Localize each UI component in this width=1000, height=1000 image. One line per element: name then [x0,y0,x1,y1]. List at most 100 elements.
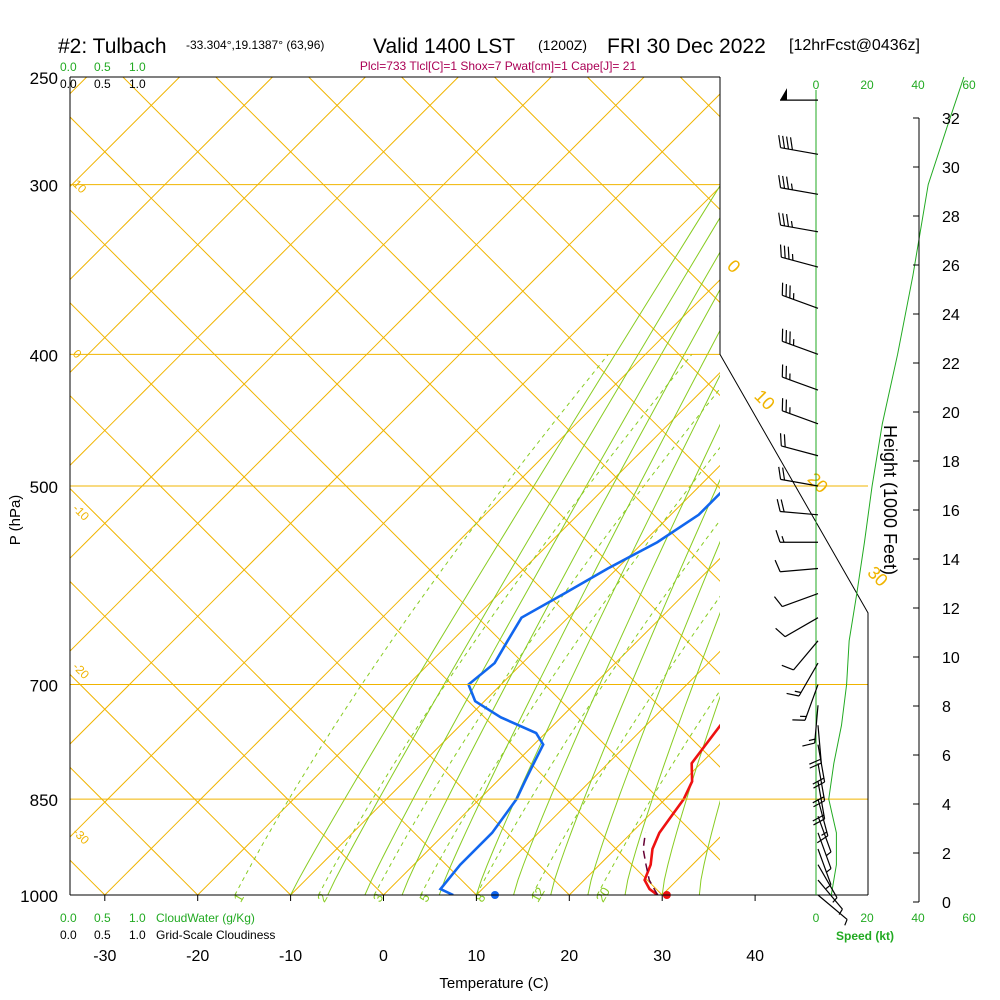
temperature-tick-label: -10 [279,948,302,965]
isotherm-line [70,487,477,895]
wind-barb [780,88,818,101]
wind-barb [781,328,819,355]
mixing-ratio-line [234,354,609,895]
cloud-water-scale-0: 0.0 [60,60,77,74]
isotherm-line [308,77,720,490]
wind-barb-flag [802,742,815,747]
wind-barb-staff [780,510,819,516]
wind-barb-staff [780,147,819,155]
wind-barb-half-flag [800,715,807,718]
wind-barb-half-flag [844,919,848,926]
temperature-tick-label: 40 [746,948,764,965]
mixing-ratio-line [475,519,720,895]
cloudiness-scale-0: 0.0 [60,77,77,91]
wind-barb-flag [779,244,782,258]
wind-barb-staff [793,640,819,671]
wind-barb-staff [782,593,819,608]
dry-adiabat-line [70,93,720,745]
wind-barb [792,684,819,721]
wind-barb-flag [786,176,790,190]
moist-adiabat-line [364,251,720,895]
mixing-ratio-label: 2 [314,891,331,905]
moist-adiabat-line [438,329,720,895]
pressure-tick-label: 850 [30,791,58,810]
cloud-water-scale-05-bottom: 0.5 [94,911,111,925]
isotherm-line [70,394,570,895]
pressure-tick-label: 300 [30,177,58,196]
cloud-scale-bottom: 0.0 0.5 1.0 CloudWater (g/Kg) 0.0 0.5 1.… [60,911,275,942]
valid-time: Valid 1400 LST [373,35,515,58]
moist-adiabat-line [624,611,720,895]
wind-barb-flag [789,285,791,299]
wind-barb-flag [785,330,787,343]
wind-barb-staff [817,763,826,801]
wind-speed-profile-line [828,76,965,896]
cloudiness-label: Grid-Scale Cloudiness [156,928,275,942]
dry-adiabat-line [70,77,645,652]
mixing-ratio-label: 5 [416,891,433,905]
height-tick-label: 22 [942,356,960,373]
wind-barb-staff [781,445,819,457]
wind-barb-flag [781,282,784,296]
dry-adiabat-line [197,371,720,895]
height-tick-label: 18 [942,454,960,471]
dry-adiabat-label: -10 [70,501,92,523]
wind-barb-flag [809,758,822,765]
height-tick-label: 10 [942,650,960,667]
isotherm-line [401,77,720,397]
pressure-tick-label: 500 [30,478,58,497]
y-axis-title: P (hPa) [7,495,24,546]
moist-adiabat-line [661,695,720,895]
height-tick-label: 4 [942,797,951,814]
isotherm-line [959,77,1000,895]
mixing-ratio-label: 1 [230,891,247,905]
station-title: #2: Tulbach [58,35,167,58]
wind-barb-flag [785,399,787,413]
height-tick-label: 20 [942,405,960,422]
wind-barb [775,617,819,638]
moist-adiabat-line [698,799,720,895]
wind-barb-staff [817,781,826,820]
wind-barb-flag [786,214,790,227]
height-tick-label: 12 [942,601,960,618]
dry-adiabat-label: 10 [750,386,778,414]
wind-barb-flag [792,719,806,721]
moist-adiabat-line [550,478,720,895]
wind-speed-tick-bottom: 40 [911,911,925,925]
wind-barb-flag [775,627,786,638]
wind-speed-tick-top: 0 [813,78,820,92]
wind-barb-half-flag [790,220,793,228]
forecast-run: [12hrFcst@0436z] [789,37,920,54]
wind-barb [817,832,832,873]
moist-adiabat-line [587,540,720,895]
wind-barb-staff [817,894,848,920]
height-tick-label: 8 [942,699,951,716]
moist-adiabat-line [401,288,720,895]
station-coords: -33.304°,19.1387° (63,96) [186,38,324,52]
height-tick-label: 26 [942,258,960,275]
wind-barb-flag [776,499,781,512]
wind-barb-flag [782,213,786,226]
cloud-scale-top: 0.0 0.5 1.0 0.0 0.5 1.0 [60,60,146,91]
wind-barb [778,175,819,195]
cloudiness-scale-05: 0.5 [94,77,111,91]
wind-barb-flag [781,398,784,411]
wind-barb-flag [782,175,786,189]
wind-barb-flag [812,777,825,785]
dry-adiabat-line [70,186,720,838]
wind-barb-flag [783,245,786,259]
height-tick-label: 24 [942,307,960,324]
dry-adiabat-line [383,557,720,895]
wind-barb [778,135,819,155]
wind-barb-flag [809,762,822,769]
wind-barb-staff [817,864,838,898]
temperature-tick-label: 30 [653,948,671,965]
dry-adiabat-label: 20 [804,469,832,497]
wind-barb-staff [780,478,819,487]
wind-barb [781,640,819,671]
